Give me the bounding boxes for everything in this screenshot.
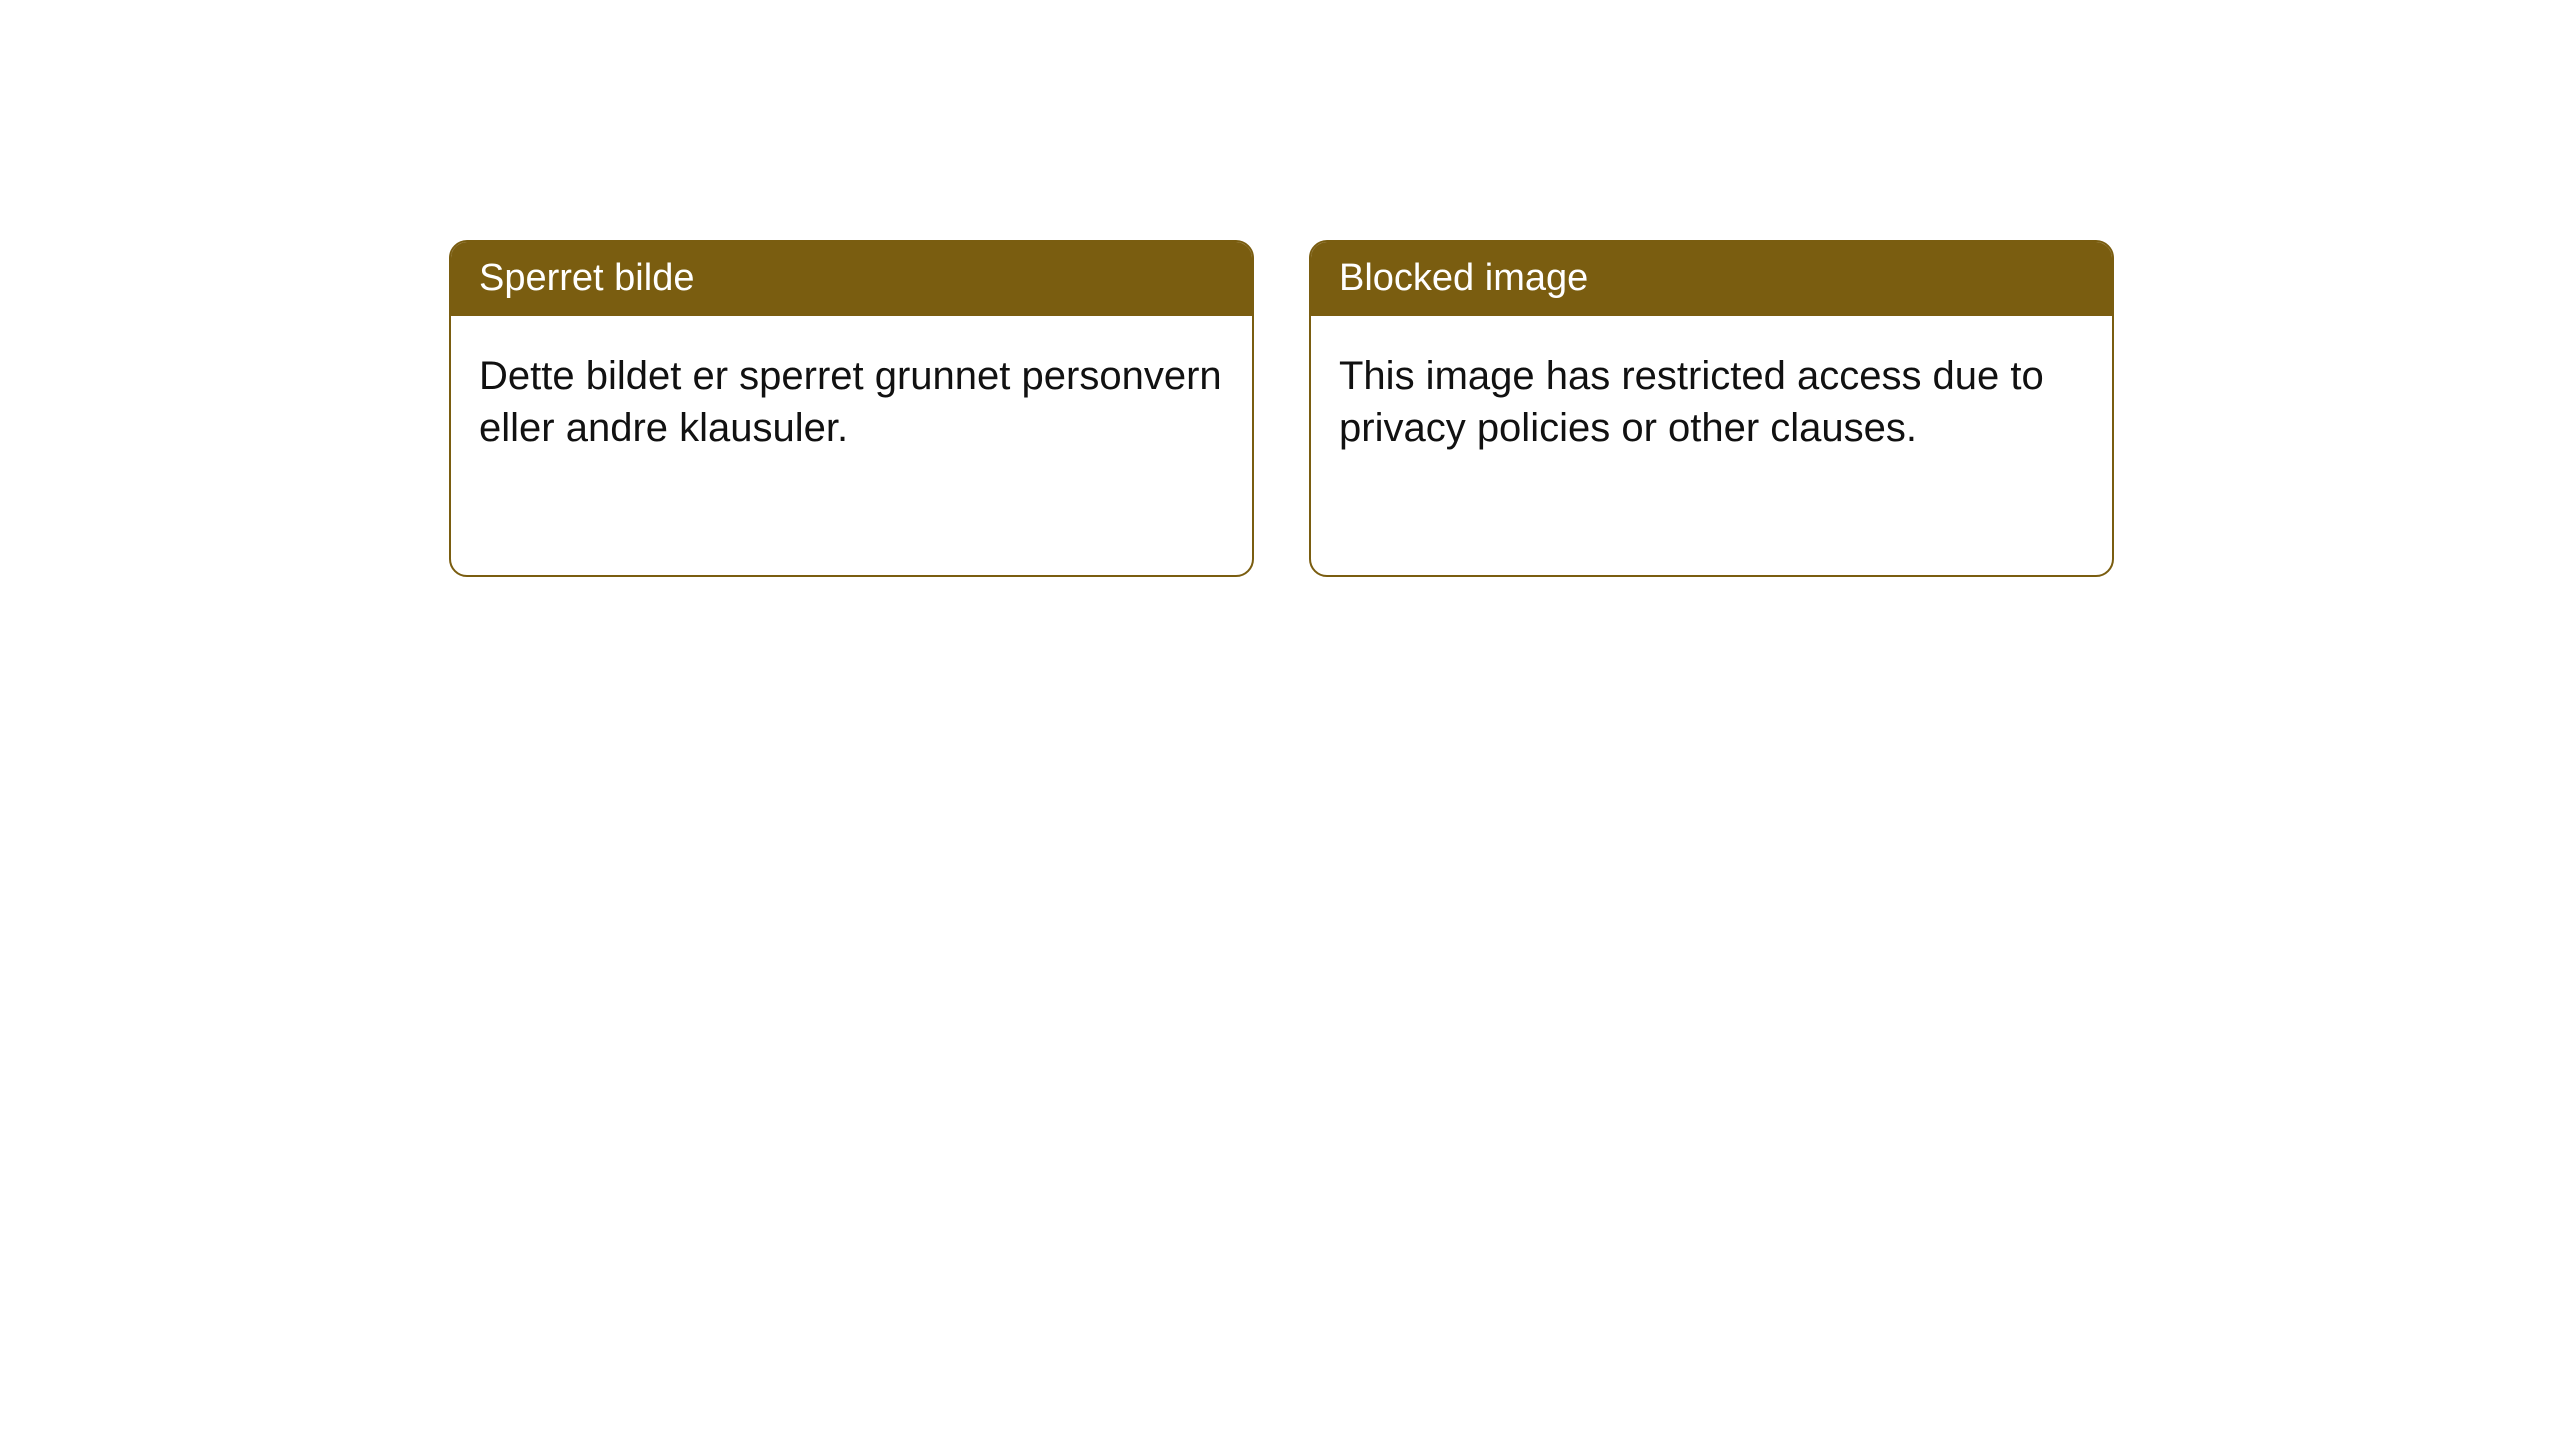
notice-title-norwegian: Sperret bilde xyxy=(451,242,1252,316)
notice-body-english: This image has restricted access due to … xyxy=(1311,316,2112,490)
notice-container: Sperret bilde Dette bildet er sperret gr… xyxy=(449,240,2114,577)
notice-card-english: Blocked image This image has restricted … xyxy=(1309,240,2114,577)
notice-body-norwegian: Dette bildet er sperret grunnet personve… xyxy=(451,316,1252,490)
notice-card-norwegian: Sperret bilde Dette bildet er sperret gr… xyxy=(449,240,1254,577)
notice-title-english: Blocked image xyxy=(1311,242,2112,316)
